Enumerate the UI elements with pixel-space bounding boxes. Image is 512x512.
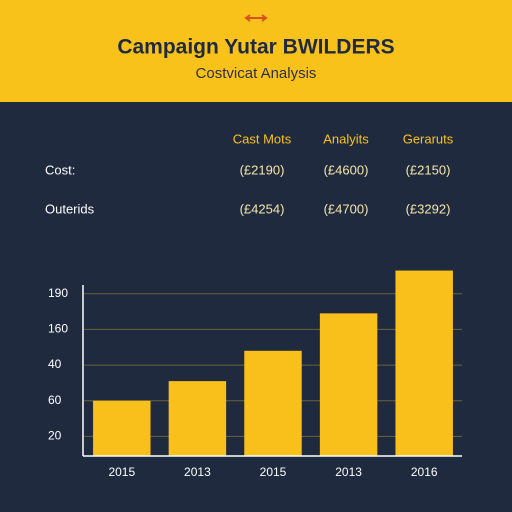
x-tick-label: 2013 — [184, 465, 211, 479]
header-icon — [244, 14, 268, 22]
y-tick-label: 40 — [48, 357, 62, 371]
bar — [168, 381, 227, 456]
x-tick-label: 2013 — [335, 465, 362, 479]
column-header: Analyits — [323, 131, 369, 146]
bar — [395, 270, 453, 456]
bar — [319, 313, 378, 456]
bar — [93, 400, 151, 456]
cell: (£3292) — [406, 201, 451, 216]
bar — [244, 350, 302, 456]
column-header: Geraruts — [403, 131, 454, 146]
cell: (£2150) — [406, 162, 451, 177]
cell: (£4254) — [240, 201, 285, 216]
chart: 20 60 40 160 190 2015 2013 2015 2013 2016 — [48, 270, 462, 479]
x-tick-label: 2015 — [260, 465, 287, 479]
y-tick-label: 20 — [48, 429, 62, 443]
column-header: Cast Mots — [233, 131, 292, 146]
x-tick-label: 2016 — [411, 465, 438, 479]
y-tick-label: 60 — [48, 393, 62, 407]
cell: (£4600) — [324, 162, 369, 177]
y-tick-label: 190 — [48, 286, 68, 300]
row-label: Outerids — [45, 201, 95, 216]
y-tick-label: 160 — [48, 322, 68, 336]
x-tick-label: 2015 — [108, 465, 135, 479]
table: Cast Mots Analyits Geraruts Cost: (£2190… — [45, 131, 454, 216]
cell: (£2190) — [240, 162, 285, 177]
header-title: Campaign Yutar BWILDERS — [117, 36, 394, 59]
cell: (£4700) — [324, 201, 369, 216]
header-subtitle: Costvicat Analysis — [196, 65, 317, 82]
row-label: Cost: — [45, 162, 75, 177]
